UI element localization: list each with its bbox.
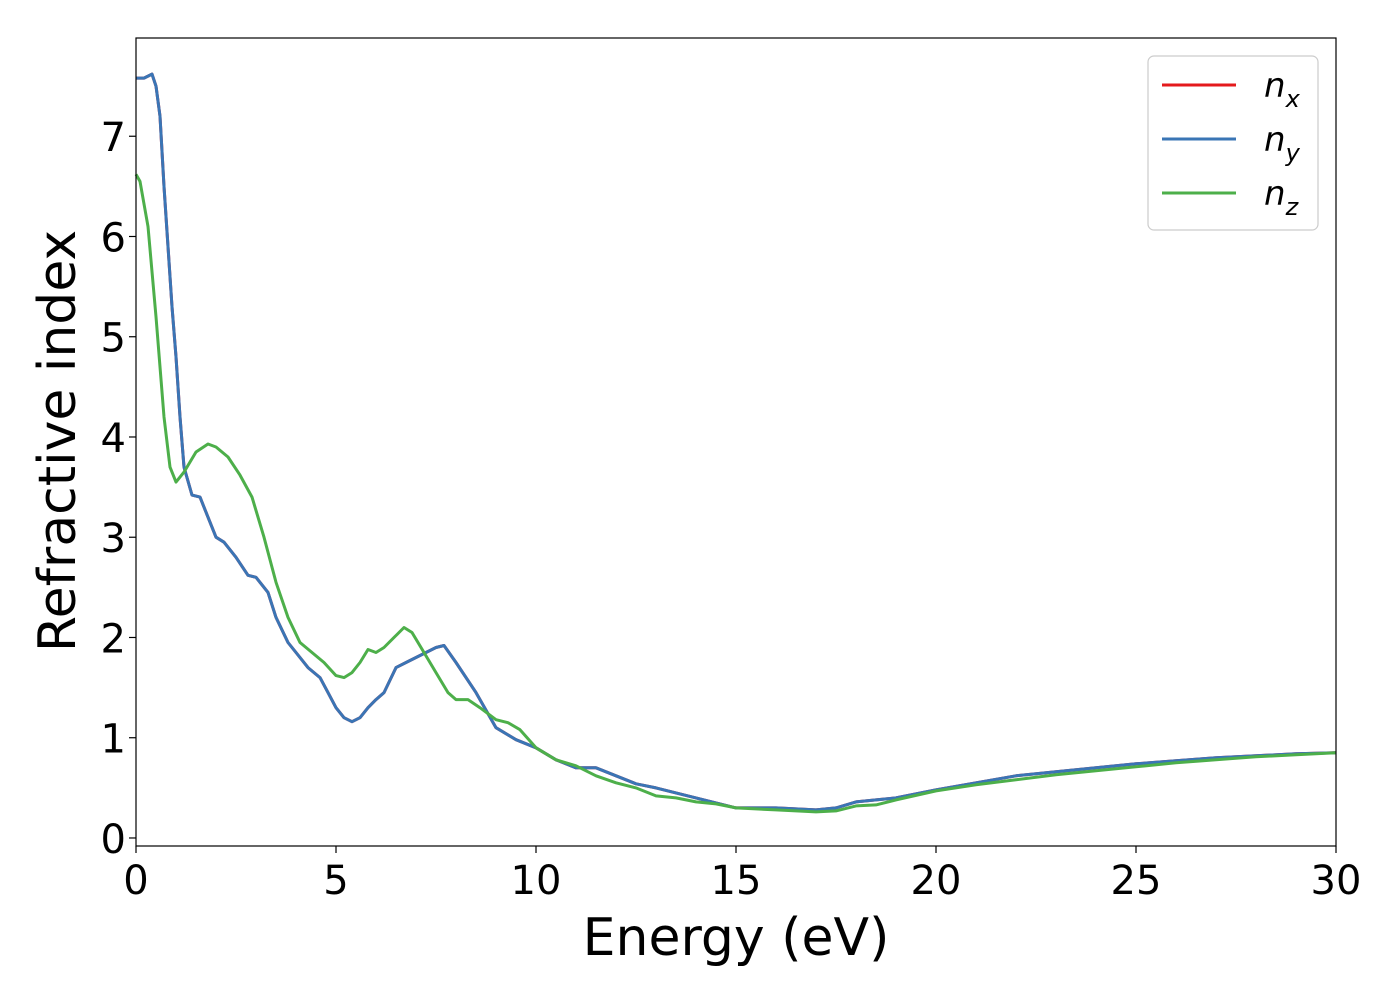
legend-label-y: ny bbox=[1264, 120, 1301, 167]
x-tick-label: 30 bbox=[1311, 858, 1362, 904]
x-tick-label: 10 bbox=[511, 858, 562, 904]
y-axis-label: Refractive index bbox=[28, 230, 88, 652]
series-layer bbox=[134, 72, 1337, 814]
y-tick-label: 7 bbox=[101, 115, 126, 161]
legend-subscript-x: x bbox=[1285, 85, 1301, 113]
series-line-z bbox=[134, 173, 1337, 814]
x-tick-label: 0 bbox=[123, 858, 148, 904]
y-tick-label: 1 bbox=[101, 717, 126, 763]
y-tick-label: 6 bbox=[101, 215, 126, 261]
axes-layer: 0 5 10 15 20 25 30 0 1 2 3 4 5 6 7 bbox=[101, 37, 1362, 904]
x-tick-label: 5 bbox=[323, 858, 348, 904]
y-tick-label: 3 bbox=[101, 516, 126, 562]
x-tick-label: 25 bbox=[1111, 858, 1162, 904]
y-tick-label: 0 bbox=[101, 817, 126, 863]
series-line-y bbox=[136, 72, 1337, 812]
x-axis-label: Energy (eV) bbox=[583, 908, 890, 968]
legend-label-x: nx bbox=[1264, 66, 1301, 113]
x-tick-label: 15 bbox=[711, 858, 762, 904]
y-tick-label: 5 bbox=[101, 316, 126, 362]
legend-subscript-y: y bbox=[1285, 139, 1301, 167]
y-tick-label: 4 bbox=[101, 416, 126, 462]
legend-subscript-z: z bbox=[1285, 193, 1300, 221]
y-tick-label: 2 bbox=[101, 616, 126, 662]
legend-box bbox=[1147, 55, 1319, 231]
x-tick-label: 20 bbox=[911, 858, 962, 904]
